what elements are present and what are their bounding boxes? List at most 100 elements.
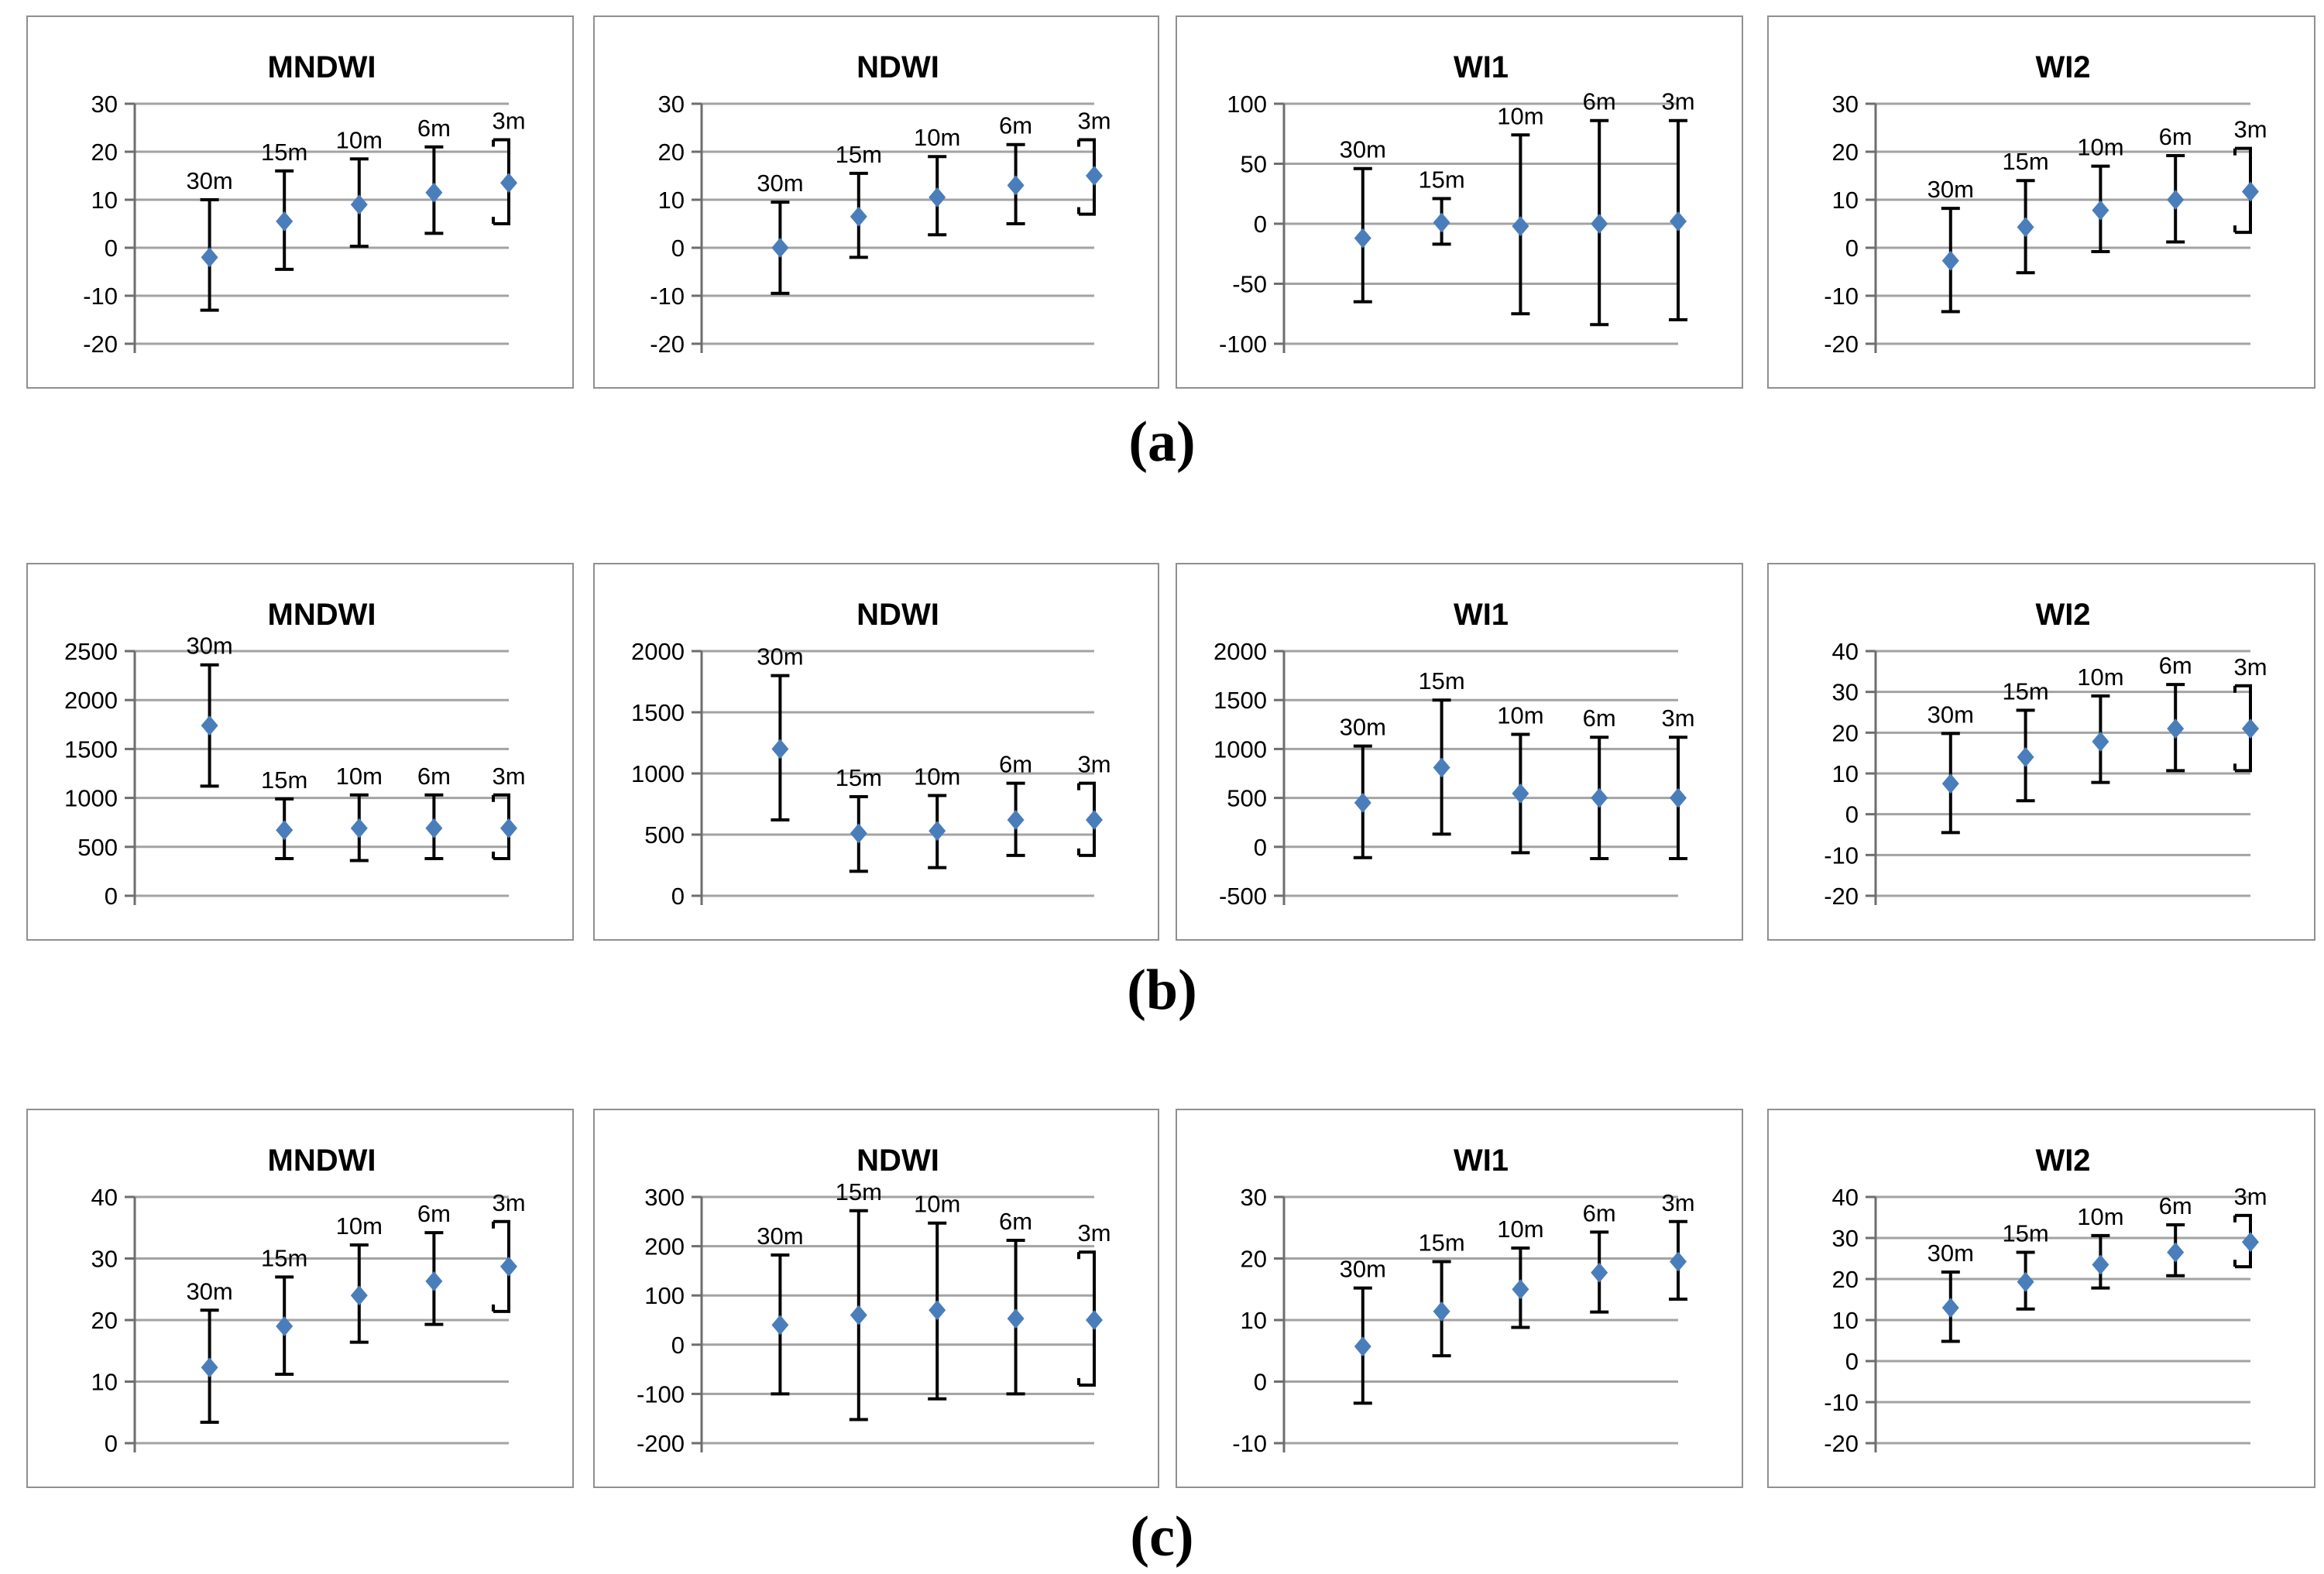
point-label: 6m xyxy=(999,112,1032,139)
chart-panel-a-ndwi: 30 20 10 0 -10 -20 NDWI 30m 15m 10m 6m 3m xyxy=(593,15,1159,389)
diamond-marker xyxy=(500,1256,517,1277)
y-tick-label: 2000 xyxy=(1213,638,1267,665)
y-tick-label: 500 xyxy=(77,834,118,861)
diamond-marker xyxy=(1007,1308,1025,1329)
error-bar-point-10m: 10m xyxy=(336,1212,383,1344)
error-bar-point-6m: 6m xyxy=(417,1200,451,1326)
y-tick-label: 20 xyxy=(1241,1246,1267,1273)
y-tick-label: 100 xyxy=(644,1282,685,1309)
y-tick-label: -100 xyxy=(637,1380,685,1408)
error-bar-point-10m: 10m xyxy=(2077,664,2124,784)
diamond-marker xyxy=(1591,1262,1608,1283)
error-bar-point-6m: 6m xyxy=(2159,652,2192,773)
point-label: 10m xyxy=(2077,1203,2123,1230)
point-label: 30m xyxy=(1340,714,1386,741)
point-label: 15m xyxy=(1418,667,1464,694)
point-label: 10m xyxy=(1497,1216,1543,1243)
diamond-marker xyxy=(1354,792,1371,813)
diamond-marker xyxy=(2242,1232,2259,1253)
diamond-marker xyxy=(929,187,946,207)
y-tick-label: 10 xyxy=(1832,760,1859,787)
point-label: 30m xyxy=(757,1223,803,1250)
error-bar-point-30m: 30m xyxy=(1340,136,1386,303)
y-tick-label: -20 xyxy=(83,331,118,358)
y-tick-label: 10 xyxy=(91,1369,118,1396)
point-label: 30m xyxy=(1928,701,1974,728)
chart-panel-b-mndwi: 2500 2000 1500 1000 500 0 MNDWI 30m 15m 10m 6m 3m xyxy=(26,563,574,941)
error-bar-point-15m: 15m xyxy=(1418,667,1465,836)
error-bar-point-15m: 15m xyxy=(2002,148,2049,275)
diamond-marker xyxy=(500,173,517,194)
point-label: 6m xyxy=(999,751,1032,778)
error-bar-point-30m: 30m xyxy=(1928,701,1974,835)
chart-panel-a-mndwi: 30 20 10 0 -10 -20 MNDWI 30m 15m 10m 6m 3m xyxy=(26,15,574,389)
point-label: 15m xyxy=(836,1178,882,1205)
chart-title: MNDWI xyxy=(268,1144,376,1178)
point-label: 3m xyxy=(1661,1189,1694,1216)
point-label: 10m xyxy=(914,124,960,151)
chart-svg: 2000 1500 1000 500 0 NDWI 30m 15m 10m 6m 3m xyxy=(631,598,1111,910)
error-bar-point-30m: 30m xyxy=(1928,176,1974,314)
diamond-marker xyxy=(1354,1336,1371,1357)
point-label: 30m xyxy=(186,633,232,660)
y-tick-label: 20 xyxy=(1832,719,1859,746)
error-bar-point-30m: 30m xyxy=(186,633,233,788)
point-label: 6m xyxy=(2159,652,2192,679)
y-tick-label: 1000 xyxy=(64,785,118,812)
y-tick-label: 10 xyxy=(1241,1307,1267,1334)
error-bar-point-15m: 15m xyxy=(261,1244,307,1376)
y-tick-label: 20 xyxy=(91,139,118,166)
diamond-marker xyxy=(1086,1310,1103,1330)
diamond-marker xyxy=(1591,214,1608,234)
chart-title: NDWI xyxy=(856,1144,939,1178)
point-label: 10m xyxy=(1497,102,1543,129)
chart-panel-c-mndwi: 40 30 20 10 0 MNDWI 30m 15m 10m 6m 3m xyxy=(26,1109,574,1488)
diamond-marker xyxy=(1007,810,1025,831)
diamond-marker xyxy=(1433,212,1450,233)
chart-svg: 40 30 20 10 0 -10 -20 WI2 30m 15m 10m 6m 3m xyxy=(1824,1144,2267,1457)
chart-svg: 30 20 10 0 -10 -20 NDWI 30m 15m 10m 6m 3m xyxy=(650,50,1111,358)
point-label: 3m xyxy=(2233,116,2267,143)
error-bar-point-10m: 10m xyxy=(2077,134,2124,253)
error-bar-point-6m: 6m xyxy=(1583,1199,1616,1314)
y-tick-label: 2000 xyxy=(64,687,118,714)
error-bar-point-3m: 3m xyxy=(1661,1189,1695,1301)
error-bar-point-3m: 3m xyxy=(2233,1183,2267,1269)
chart-title: NDWI xyxy=(856,598,939,632)
y-tick-label: 20 xyxy=(1832,1266,1859,1293)
point-label: 30m xyxy=(1340,1256,1386,1283)
y-tick-label: 0 xyxy=(1254,834,1267,861)
error-bar-point-10m: 10m xyxy=(914,124,960,237)
error-bar-point-10m: 10m xyxy=(1497,102,1544,316)
diamond-marker xyxy=(850,823,867,844)
point-label: 3m xyxy=(492,1189,525,1216)
error-bar-point-6m: 6m xyxy=(999,1208,1032,1396)
y-tick-label: 20 xyxy=(91,1307,118,1334)
diamond-marker xyxy=(771,238,789,258)
diamond-marker xyxy=(850,206,867,227)
point-label: 3m xyxy=(1077,108,1111,135)
error-bar-point-10m: 10m xyxy=(336,763,383,862)
error-bar-point-15m: 15m xyxy=(2002,677,2049,803)
diamond-marker xyxy=(2092,200,2109,221)
error-bar-point-30m: 30m xyxy=(1340,714,1386,859)
error-bar-point-3m: 3m xyxy=(1661,88,1695,321)
y-tick-label: -20 xyxy=(650,331,685,358)
error-bar-point-15m: 15m xyxy=(1418,1229,1465,1358)
point-label: 10m xyxy=(2077,664,2123,691)
diamond-marker xyxy=(350,1285,368,1306)
diamond-marker xyxy=(1007,175,1025,196)
y-tick-label: -50 xyxy=(1232,271,1267,298)
y-tick-label: 0 xyxy=(671,235,685,262)
error-bar-point-10m: 10m xyxy=(336,126,383,249)
diamond-marker xyxy=(1941,773,1959,794)
diamond-marker xyxy=(1941,1298,1959,1319)
y-tick-label: -20 xyxy=(1824,883,1859,910)
diamond-marker xyxy=(1670,211,1687,231)
error-bar-point-6m: 6m xyxy=(999,112,1032,225)
chart-svg: 2500 2000 1500 1000 500 0 MNDWI 30m 15m 10m 6m 3m xyxy=(64,598,526,910)
point-label: 3m xyxy=(1077,1219,1111,1247)
error-bar-point-6m: 6m xyxy=(417,115,451,235)
diamond-marker xyxy=(850,1305,867,1325)
diamond-marker xyxy=(201,247,218,268)
